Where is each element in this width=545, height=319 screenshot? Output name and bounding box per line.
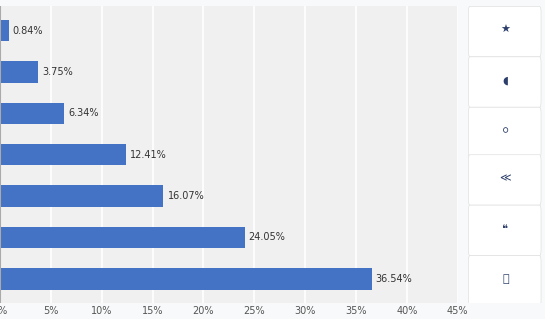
FancyBboxPatch shape	[468, 155, 541, 205]
FancyBboxPatch shape	[468, 57, 541, 107]
Bar	[0, 144, 126, 166]
Text: 0.84%: 0.84%	[13, 26, 43, 36]
Text: ⚪: ⚪	[501, 126, 510, 136]
Text: ◖: ◖	[502, 76, 508, 85]
Bar	[0, 61, 38, 83]
Text: 24.05%: 24.05%	[249, 233, 286, 242]
Bar	[0, 185, 164, 207]
FancyBboxPatch shape	[468, 107, 541, 158]
Bar	[0, 103, 64, 124]
Bar	[0, 227, 245, 248]
FancyBboxPatch shape	[468, 6, 541, 57]
FancyBboxPatch shape	[468, 256, 541, 306]
Text: ⎙: ⎙	[502, 274, 509, 284]
Text: 36.54%: 36.54%	[376, 274, 413, 284]
Text: 16.07%: 16.07%	[167, 191, 204, 201]
Text: ★: ★	[500, 25, 511, 35]
FancyBboxPatch shape	[468, 205, 541, 256]
Text: ≪: ≪	[500, 174, 511, 183]
Text: ❝: ❝	[502, 224, 508, 234]
Bar	[0, 20, 9, 41]
Text: 12.41%: 12.41%	[130, 150, 167, 160]
Text: 3.75%: 3.75%	[42, 67, 73, 77]
Text: 6.34%: 6.34%	[69, 108, 99, 118]
Bar	[0, 268, 372, 290]
